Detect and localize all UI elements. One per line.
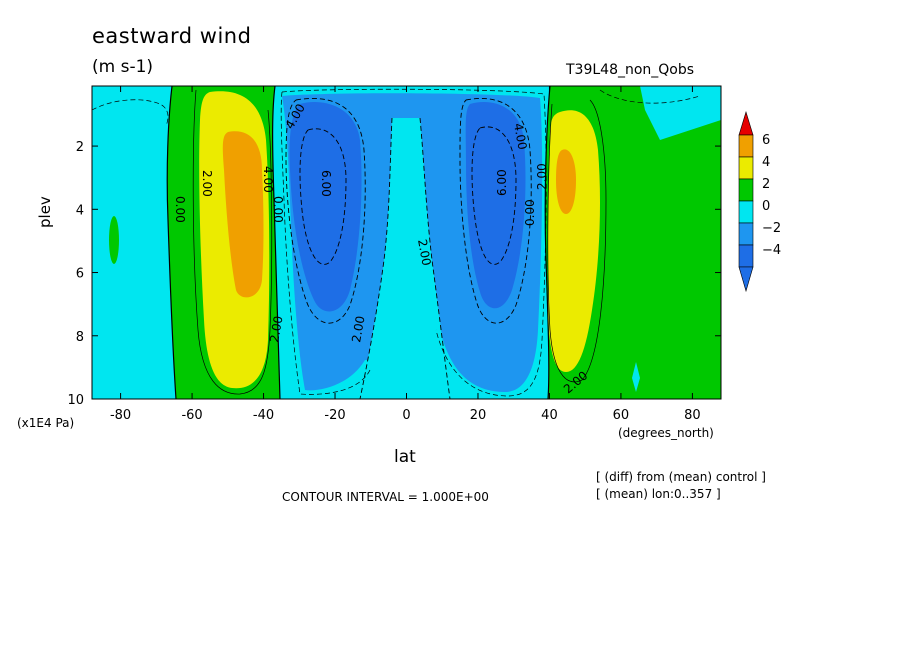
y-tick-label: 2	[76, 140, 84, 155]
contour-labels: 4.00 2.00 0.00 0.00 4.00 6.00 2.00 2.00 …	[173, 101, 590, 396]
chart-title: eastward wind	[92, 24, 252, 48]
x-axis-units: (degrees_north)	[618, 426, 714, 440]
contour-neg-six-nh	[471, 126, 517, 265]
fill-cyan-equator-ridge	[360, 118, 450, 399]
mean-note: [ (mean) lon:0..357 ]	[596, 487, 721, 501]
contour-fills	[92, 86, 721, 399]
x-tick-label: 20	[470, 408, 487, 423]
contour-neg-three-sh	[285, 97, 366, 324]
fill-cyan-north-pole	[640, 86, 721, 140]
contour-label: 2.00	[535, 163, 549, 190]
x-tick-label: -60	[181, 408, 202, 423]
colorbar-label: 2	[762, 177, 770, 192]
y-tick-label: 6	[76, 267, 84, 282]
colorbar-label: −4	[762, 243, 781, 258]
x-tick-label: 60	[613, 408, 630, 423]
contour-zero-sh-east	[272, 86, 281, 399]
colorbar-cap-top	[738, 110, 754, 136]
colorbar-label: 6	[762, 133, 770, 148]
contour-label: 2.00	[415, 238, 433, 267]
y-axis: 2 4 6 8 10	[67, 140, 721, 408]
contour-label: 2.00	[349, 315, 367, 344]
colorbar-swatch-2-4	[738, 156, 754, 180]
contour-one-sh	[192, 89, 273, 395]
colorbar-label: −2	[762, 221, 781, 236]
fill-cyan-south-pole	[92, 86, 176, 399]
contour-label: 6.00	[495, 169, 509, 196]
fill-core-sh	[289, 101, 362, 312]
contour-label: 0.00	[523, 199, 537, 226]
contour-label: 0.00	[271, 196, 285, 223]
contour-label: 4.00	[261, 166, 275, 193]
y-axis-units: (x1E4 Pa)	[17, 416, 75, 430]
contour-one-nh	[547, 99, 607, 383]
x-tick-label: -20	[324, 408, 345, 423]
colorbar-swatch-below-neg4	[738, 244, 754, 268]
colorbar-swatch-neg4-neg2	[738, 222, 754, 246]
colorbar-label: 4	[762, 155, 770, 170]
x-axis-label: lat	[394, 447, 416, 467]
diff-note: [ (diff) from (mean) control ]	[596, 470, 766, 484]
contour-label: 2.00	[267, 315, 285, 344]
contour-neg-six-sh	[299, 128, 347, 265]
colorbar-swatch-0-2	[738, 178, 754, 202]
x-tick-label: -40	[253, 408, 274, 423]
contour-label: 4.00	[511, 122, 529, 151]
chart-units: (m s-1)	[92, 57, 154, 77]
colorbar-swatch-neg2-0	[738, 200, 754, 224]
fill-orange-jet-sh	[222, 131, 264, 298]
x-tick-label: 0	[402, 408, 410, 423]
colorbar-swatch-4-6	[738, 134, 754, 158]
contour-neg-one-polar	[92, 89, 701, 127]
contour-neg-one	[280, 88, 547, 397]
y-tick-label: 4	[76, 203, 84, 218]
x-axis: -80 -60 -40 -20 0 20 40 60 80	[110, 86, 701, 423]
x-tick-label: -80	[110, 408, 131, 423]
fill-core-nh	[465, 101, 526, 309]
contour-zero-nh-west	[544, 86, 551, 399]
x-tick-label: 40	[541, 408, 558, 423]
colorbar-label: 0	[762, 199, 770, 214]
contour-label: 2.00	[200, 170, 214, 197]
contour-zero-sh-west	[166, 86, 177, 399]
y-tick-label: 8	[76, 330, 84, 345]
fill-cyan-blob-nh	[632, 362, 640, 392]
colorbar-cap-bottom	[738, 266, 754, 293]
x-tick-label: 80	[684, 408, 701, 423]
contour-neg-two-ridge	[359, 117, 451, 399]
contour-label: 0.00	[173, 196, 187, 223]
fill-green-blob-sh	[109, 216, 119, 264]
colorbar: 6 4 2 0 −2 −4	[738, 110, 781, 293]
run-label: T39L48_non_Qobs	[566, 62, 695, 78]
contour-label: 6.00	[319, 170, 333, 197]
fill-orange-jet-nh	[556, 149, 576, 214]
y-tick-label: 10	[67, 393, 84, 408]
contour-lines	[92, 86, 701, 399]
contour-interval-text: CONTOUR INTERVAL = 1.000E+00	[282, 490, 489, 504]
